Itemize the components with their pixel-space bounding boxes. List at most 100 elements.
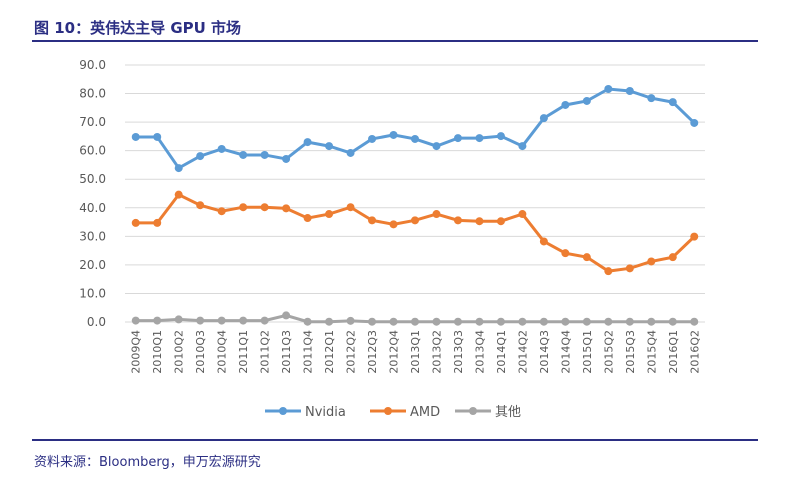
data-point — [561, 100, 570, 109]
data-point — [260, 203, 269, 212]
data-point — [539, 237, 548, 246]
y-tick-label: 80.0 — [79, 87, 106, 101]
data-point — [453, 317, 462, 326]
data-point — [625, 264, 634, 273]
y-tick-label: 30.0 — [79, 229, 106, 243]
x-tick-label: 2010Q2 — [173, 330, 186, 374]
data-point — [389, 317, 398, 326]
data-point — [174, 190, 183, 199]
data-point — [303, 317, 312, 326]
y-tick-label: 40.0 — [79, 201, 106, 215]
x-tick-label: 2016Q1 — [667, 330, 680, 374]
data-point — [453, 216, 462, 225]
data-point — [432, 142, 441, 151]
data-point — [411, 134, 419, 143]
data-point — [668, 317, 677, 326]
data-point — [368, 216, 377, 225]
data-point — [539, 114, 548, 123]
data-point — [690, 232, 699, 241]
data-point — [518, 210, 527, 219]
data-point — [496, 132, 505, 141]
data-point — [604, 84, 613, 93]
data-point — [282, 311, 291, 320]
data-point — [690, 118, 699, 127]
data-point — [282, 204, 291, 213]
data-point — [668, 98, 677, 107]
y-tick-label: 90.0 — [79, 58, 106, 72]
data-point — [174, 164, 183, 173]
x-tick-label: 2013Q3 — [452, 330, 465, 374]
legend-label: AMD — [410, 405, 440, 420]
x-tick-label: 2014Q1 — [495, 330, 508, 374]
data-point — [561, 317, 570, 326]
data-point — [325, 210, 334, 219]
data-point — [647, 94, 656, 103]
data-point — [518, 142, 527, 151]
data-point — [346, 203, 355, 212]
x-tick-label: 2015Q3 — [624, 330, 637, 374]
data-point — [604, 267, 613, 276]
figure-title: 图 10：英伟达主导 GPU 市场 — [34, 19, 242, 37]
x-tick-label: 2011Q4 — [302, 330, 315, 374]
data-point — [411, 216, 419, 225]
data-point — [561, 249, 570, 258]
data-point — [432, 317, 441, 326]
data-point — [260, 316, 269, 325]
source-note: 资料来源：Bloomberg，申万宏源研究 — [34, 455, 261, 470]
data-point — [217, 207, 226, 216]
legend-label: 其他 — [495, 405, 521, 420]
x-tick-label: 2011Q2 — [259, 330, 272, 374]
data-point — [539, 317, 548, 326]
data-point — [389, 130, 398, 139]
data-point — [282, 154, 291, 163]
data-point — [239, 203, 248, 212]
data-point — [239, 316, 248, 325]
data-point — [325, 142, 334, 151]
data-point — [239, 150, 248, 159]
legend-marker — [279, 407, 287, 415]
data-point — [604, 317, 613, 326]
data-point — [303, 214, 312, 223]
data-point — [217, 316, 226, 325]
data-point — [625, 86, 634, 95]
data-point — [389, 220, 398, 229]
y-tick-label: 60.0 — [79, 144, 106, 158]
data-point — [647, 317, 656, 326]
x-tick-label: 2009Q4 — [130, 330, 143, 374]
y-tick-label: 50.0 — [79, 172, 106, 186]
x-tick-label: 2013Q4 — [473, 330, 486, 374]
data-point — [582, 317, 591, 326]
x-tick-label: 2010Q4 — [216, 330, 229, 374]
data-point — [475, 217, 484, 226]
data-point — [625, 317, 634, 326]
x-tick-label: 2015Q2 — [602, 330, 615, 374]
x-tick-label: 2012Q3 — [366, 330, 379, 374]
data-point — [582, 253, 591, 262]
x-tick-label: 2012Q1 — [323, 330, 336, 374]
data-point — [647, 257, 656, 266]
legend-marker — [469, 407, 477, 415]
data-point — [131, 132, 140, 141]
x-tick-label: 2012Q2 — [345, 330, 358, 374]
x-tick-label: 2014Q3 — [538, 330, 551, 374]
x-tick-label: 2016Q2 — [688, 330, 701, 374]
data-point — [303, 138, 312, 147]
data-point — [196, 152, 205, 161]
data-point — [453, 134, 462, 143]
data-point — [582, 96, 591, 105]
data-point — [174, 315, 183, 324]
data-point — [217, 144, 226, 153]
data-point — [518, 317, 527, 326]
y-tick-label: 10.0 — [79, 286, 106, 300]
x-tick-label: 2010Q1 — [151, 330, 164, 374]
data-point — [260, 150, 269, 159]
data-point — [475, 317, 484, 326]
data-point — [496, 217, 505, 226]
data-point — [411, 317, 419, 326]
data-point — [325, 317, 334, 326]
series-line-0 — [135, 87, 696, 171]
legend-label: Nvidia — [305, 405, 346, 420]
y-tick-label: 20.0 — [79, 258, 106, 272]
y-tick-label: 0.0 — [87, 315, 106, 329]
